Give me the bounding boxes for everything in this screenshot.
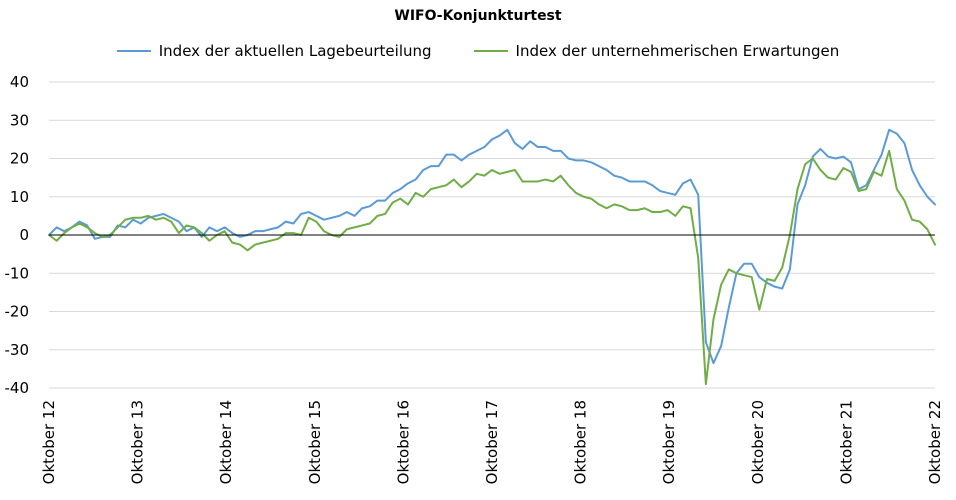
legend-swatch-erwartungen (473, 50, 508, 52)
legend-swatch-lagebeurteilung (116, 50, 151, 52)
legend-item-erwartungen: Index der unternehmerischen Erwartungen (473, 42, 840, 60)
legend-label-lagebeurteilung: Index der aktuellen Lagebeurteilung (158, 42, 432, 60)
x-tick-label: Oktober 19 (660, 400, 678, 484)
x-tick-label: Oktober 16 (394, 400, 412, 484)
x-tick-label: Oktober 21 (837, 400, 855, 484)
legend-label-erwartungen: Index der unternehmerischen Erwartungen (515, 42, 840, 60)
x-tick-label: Oktober 15 (306, 400, 324, 484)
series-line-erwartungen (48, 149, 936, 386)
x-tick-label: Oktober 18 (572, 400, 590, 484)
legend: Index der aktuellen Lagebeurteilung Inde… (0, 42, 956, 60)
x-tick-label: Oktober 20 (749, 400, 767, 484)
legend-item-lagebeurteilung: Index der aktuellen Lagebeurteilung (116, 42, 432, 60)
y-tick-label: -40 (5, 379, 30, 397)
series-line-lagebeurteilung (48, 128, 936, 365)
x-tick-label: Oktober 13 (129, 400, 147, 484)
y-tick-label: -20 (5, 303, 30, 321)
x-tick-label: Oktober 14 (217, 400, 235, 484)
y-tick-label: -30 (5, 341, 30, 359)
chart-title: WIFO-Konjunkturtest (394, 8, 562, 24)
y-tick-label: 10 (10, 188, 29, 206)
y-tick-label: -10 (5, 264, 30, 282)
y-tick-label: 30 (10, 111, 29, 129)
x-tick-label: Oktober 12 (40, 400, 58, 484)
x-tick-label: Oktober 17 (483, 400, 501, 484)
y-tick-label: 40 (10, 73, 29, 91)
y-tick-label: 20 (10, 150, 29, 168)
x-tick-label: Oktober 22 (926, 400, 944, 484)
y-tick-label: 0 (19, 226, 29, 244)
